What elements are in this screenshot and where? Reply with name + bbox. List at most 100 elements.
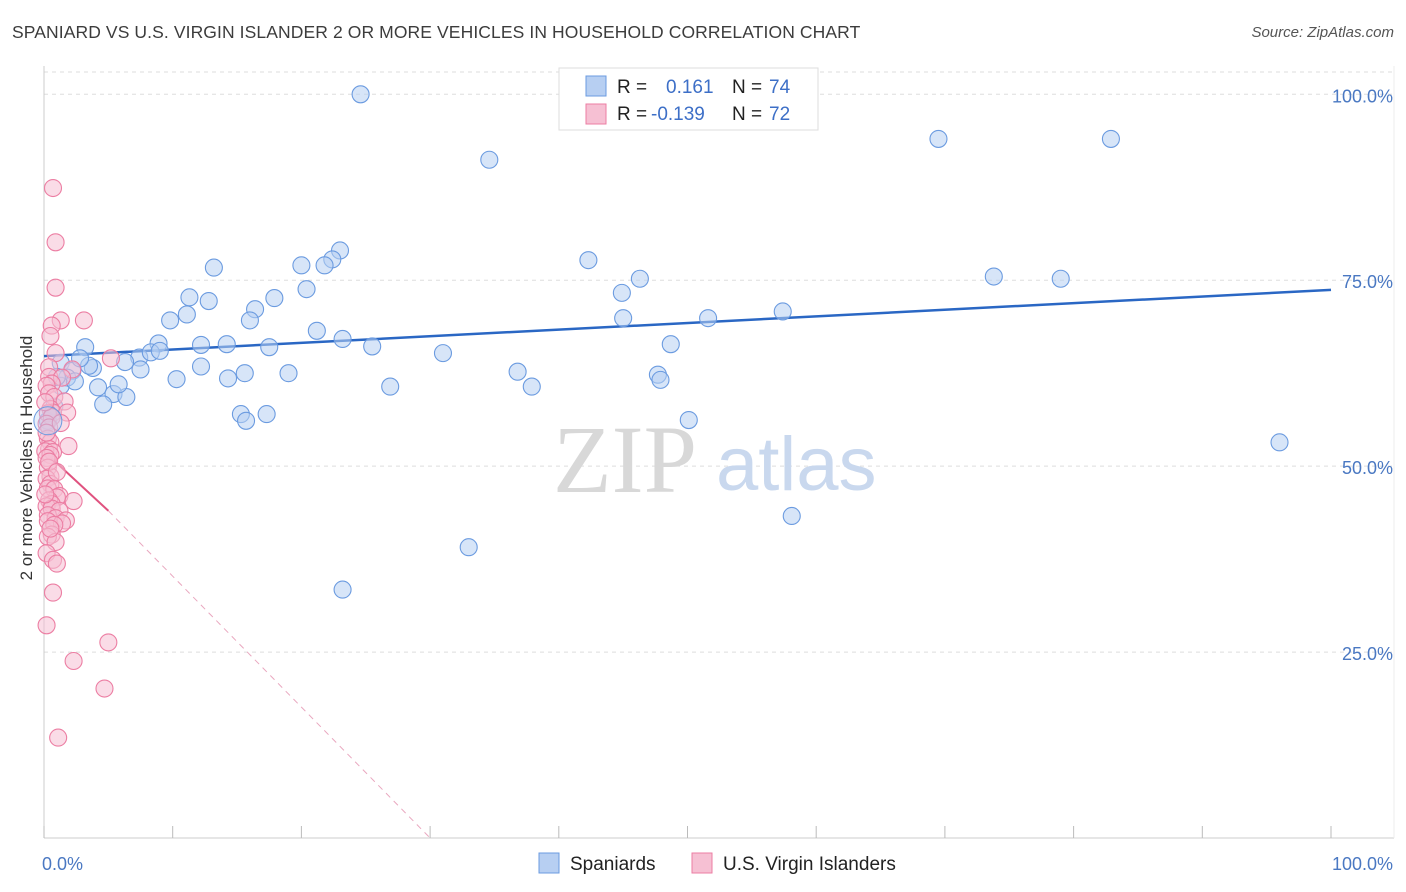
point-virgin-islander-42 bbox=[64, 492, 83, 511]
point-spaniard-50 bbox=[651, 370, 670, 389]
point-virgin-islander-59 bbox=[43, 583, 63, 602]
point-spaniard-33 bbox=[433, 344, 453, 363]
point-spaniard-66 bbox=[333, 580, 352, 599]
point-virgin-islander-69 bbox=[36, 485, 55, 504]
point-spaniard-29 bbox=[217, 335, 236, 354]
trend-line-spaniards bbox=[43, 288, 1332, 358]
y-tick-labels: 25.0% 50.0% 75.0% 100.0% bbox=[1332, 86, 1393, 664]
trend-line-virgin-islanders-extension bbox=[107, 510, 431, 839]
point-spaniard-20 bbox=[177, 305, 196, 324]
legend-r-label-2: R = bbox=[617, 104, 647, 125]
y-tick-label-100: 100.0% bbox=[1332, 86, 1393, 106]
point-virgin-islander-63 bbox=[95, 679, 114, 698]
point-virgin-islander-6 bbox=[41, 326, 60, 346]
point-spaniard-2 bbox=[1101, 129, 1120, 148]
correlation-legend: R = 0.161 N = 74 R = -0.139 N = 72 bbox=[558, 67, 819, 131]
point-virgin-islander-62 bbox=[64, 651, 83, 671]
point-spaniard-52 bbox=[89, 378, 108, 397]
point-spaniard-17 bbox=[612, 283, 631, 302]
point-spaniard-13 bbox=[297, 280, 316, 299]
watermark-atlas: atlas bbox=[716, 422, 877, 507]
point-spaniard-43 bbox=[279, 364, 298, 383]
point-spaniard-44 bbox=[508, 362, 527, 381]
point-spaniard-25 bbox=[307, 321, 326, 340]
chart-source: Source: ZipAtlas.com bbox=[1251, 24, 1394, 41]
point-virgin-islander-70 bbox=[41, 519, 60, 538]
y-tick-label-75: 75.0% bbox=[1342, 272, 1393, 292]
legend-n-value-1: 74 bbox=[769, 77, 791, 98]
point-virgin-islander-64 bbox=[49, 728, 68, 747]
point-spaniard-42 bbox=[235, 364, 254, 383]
bottom-legend-swatch-spaniards bbox=[538, 852, 560, 874]
point-virgin-islander-4 bbox=[74, 311, 93, 330]
y-tick-label-50: 50.0% bbox=[1342, 458, 1393, 478]
point-spaniard-53 bbox=[381, 377, 400, 396]
point-spaniard-15 bbox=[199, 292, 218, 311]
point-spaniard-59 bbox=[257, 405, 276, 424]
y-tick-label-25: 25.0% bbox=[1342, 644, 1393, 664]
point-spaniard-70 bbox=[150, 341, 169, 360]
point-virgin-islander-8 bbox=[101, 349, 120, 368]
point-virgin-islander-68 bbox=[47, 463, 66, 482]
x-tick-label-max: 100.0% bbox=[1332, 854, 1393, 874]
point-spaniard-10 bbox=[630, 269, 649, 288]
legend-r-value-2: -0.139 bbox=[651, 104, 705, 125]
point-spaniard-30 bbox=[260, 338, 279, 357]
x-tick-labels: 0.0% 100.0% bbox=[42, 854, 1393, 874]
point-spaniard-24 bbox=[699, 309, 718, 328]
point-spaniard-22 bbox=[240, 311, 259, 330]
watermark: ZIP atlas bbox=[553, 406, 877, 513]
point-spaniard-7 bbox=[315, 256, 334, 275]
point-virgin-islander-27 bbox=[59, 437, 78, 456]
point-spaniard-41 bbox=[131, 360, 150, 379]
legend-n-value-2: 72 bbox=[769, 104, 790, 125]
point-virgin-islander-1 bbox=[46, 233, 65, 252]
point-spaniard-3 bbox=[480, 150, 499, 169]
point-spaniard-62 bbox=[679, 410, 698, 430]
legend-r-value-1: 0.161 bbox=[666, 77, 714, 98]
point-spaniard-31 bbox=[363, 337, 382, 356]
bottom-legend-swatch-virgin-islanders bbox=[691, 852, 713, 874]
point-spaniard-40 bbox=[191, 357, 211, 376]
legend-n-label-2: N = bbox=[732, 104, 762, 125]
point-virgin-islander-60 bbox=[37, 616, 56, 635]
point-spaniard-60 bbox=[237, 411, 256, 430]
bottom-legend-label-spaniards: Spaniards bbox=[570, 854, 656, 875]
watermark-zip: ZIP bbox=[553, 406, 697, 513]
point-spaniard-1 bbox=[929, 129, 948, 148]
point-spaniard-63 bbox=[1270, 433, 1289, 452]
legend-n-label-1: N = bbox=[732, 77, 762, 98]
y-axis-label: 2 or more Vehicles in Household bbox=[17, 336, 36, 581]
point-spaniard-14 bbox=[180, 288, 199, 307]
point-spaniard-57 bbox=[94, 395, 113, 414]
point-spaniard-23 bbox=[614, 309, 633, 328]
point-spaniard-8 bbox=[204, 258, 223, 277]
data-points bbox=[33, 85, 1289, 747]
grid-lines bbox=[44, 71, 1394, 653]
point-spaniard-19 bbox=[773, 302, 792, 321]
point-cluster-overlap bbox=[33, 406, 63, 436]
point-virgin-islander-2 bbox=[46, 278, 65, 297]
legend-r-label-1: R = bbox=[617, 77, 647, 98]
point-spaniard-16 bbox=[265, 289, 284, 308]
point-virgin-islander-58 bbox=[47, 554, 66, 573]
point-spaniard-9 bbox=[579, 251, 598, 270]
axes bbox=[43, 66, 1395, 839]
point-spaniard-64 bbox=[782, 506, 801, 526]
legend-swatch-virgin-islanders bbox=[585, 103, 607, 125]
x-tick-label-min: 0.0% bbox=[42, 854, 83, 874]
point-spaniard-48 bbox=[167, 370, 186, 389]
chart-title: SPANIARD VS U.S. VIRGIN ISLANDER 2 OR MO… bbox=[12, 22, 861, 42]
point-spaniard-34 bbox=[661, 335, 680, 354]
point-spaniard-65 bbox=[459, 538, 478, 557]
point-spaniard-49 bbox=[218, 369, 238, 388]
bottom-legend-label-virgin-islanders: U.S. Virgin Islanders bbox=[723, 854, 896, 875]
point-virgin-islander-0 bbox=[43, 178, 63, 198]
point-virgin-islander-61 bbox=[99, 633, 118, 652]
point-spaniard-73 bbox=[109, 375, 128, 394]
point-spaniard-26 bbox=[333, 329, 352, 349]
point-spaniard-11 bbox=[984, 267, 1003, 286]
series-legend: Spaniards U.S. Virgin Islanders bbox=[538, 852, 896, 875]
point-spaniard-6 bbox=[292, 256, 311, 275]
point-spaniard-21 bbox=[161, 311, 180, 330]
